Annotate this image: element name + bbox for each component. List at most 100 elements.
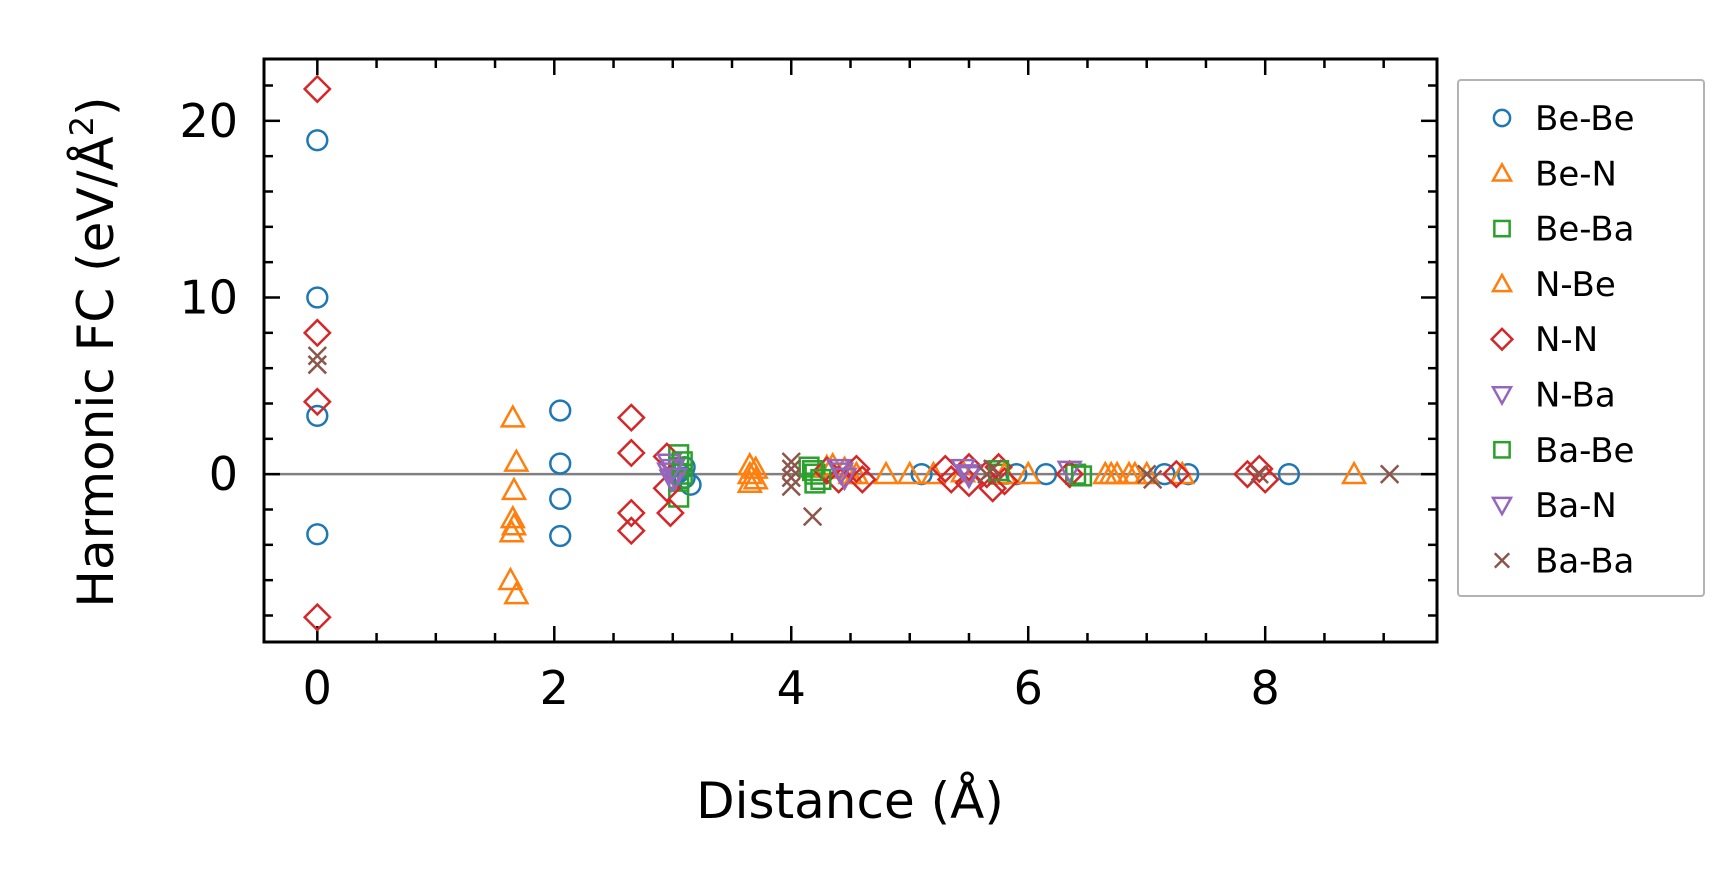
legend-frame <box>1457 79 1705 597</box>
data-point <box>781 468 801 488</box>
data-point <box>499 504 526 529</box>
legend-marker <box>1493 552 1511 569</box>
data-point <box>781 476 801 497</box>
data-point <box>306 286 329 309</box>
data-point <box>549 524 572 548</box>
series-Be-Ba <box>668 444 1087 508</box>
data-point <box>742 455 769 479</box>
legend-marker <box>1493 219 1511 238</box>
data-point <box>1161 459 1191 489</box>
data-point <box>302 318 332 348</box>
y-tick-label: 20 <box>179 94 238 148</box>
legend-item-Be-N: Be-N <box>1490 154 1617 194</box>
x-axis-title: Distance (Å) <box>696 772 1004 830</box>
data-point <box>302 602 332 632</box>
data-point <box>804 472 826 494</box>
series-Ba-N <box>659 458 983 492</box>
y-axis-title-superscript: 2 <box>63 116 101 136</box>
legend-label: Ba-Be <box>1535 431 1634 471</box>
data-point <box>802 506 823 527</box>
data-point <box>1340 460 1368 485</box>
data-point <box>736 460 763 485</box>
data-point <box>500 476 528 501</box>
series-N-N <box>302 74 1280 632</box>
y-tick-label: 0 <box>209 447 238 501</box>
data-point <box>1015 460 1042 485</box>
x-tick-label: 2 <box>540 661 569 715</box>
legend-marker <box>1490 272 1514 293</box>
y-axis-title-close: ) <box>67 96 125 116</box>
data-point <box>302 387 332 417</box>
points-layer <box>302 74 1400 632</box>
data-point <box>810 468 832 491</box>
data-point <box>616 438 646 468</box>
data-point <box>671 451 693 473</box>
data-point <box>1277 463 1301 486</box>
data-point <box>497 566 524 591</box>
data-point <box>306 129 329 152</box>
ticks-layer <box>264 59 1437 642</box>
data-point <box>847 465 877 494</box>
data-point <box>549 452 572 475</box>
data-point <box>1098 460 1125 485</box>
series-Ba-Be <box>671 451 1093 491</box>
data-point <box>827 462 855 486</box>
data-point <box>954 452 984 482</box>
data-point <box>307 354 328 375</box>
legend-marker <box>1493 440 1511 459</box>
legend-marker <box>1490 161 1514 182</box>
data-point <box>500 511 528 536</box>
data-point <box>616 403 646 433</box>
tick-labels: 0 2 4 6 8 0 10 20 <box>179 94 1279 715</box>
legend-label: Ba-Ba <box>1535 541 1634 581</box>
data-point <box>1070 465 1093 487</box>
data-point <box>503 580 530 605</box>
data-point <box>662 467 689 492</box>
data-point <box>503 448 530 472</box>
data-point <box>1153 463 1176 486</box>
y-axis-title: Harmonic FC (eV/Å2) <box>63 96 125 607</box>
data-point <box>949 458 977 483</box>
data-point <box>1056 460 1083 485</box>
data-point <box>982 459 1003 479</box>
legend-marker <box>1492 108 1512 128</box>
legend-label: N-N <box>1535 320 1598 360</box>
data-point <box>1379 464 1400 484</box>
legend-item-Ba-N: Ba-N <box>1490 486 1617 526</box>
data-point <box>306 404 329 428</box>
x-tick-label: 0 <box>303 661 332 715</box>
legend: Be-Be Be-N Be-Ba N-Be N-N N-Ba Ba-Be Ba-N Ba-Ba <box>1457 79 1705 597</box>
series-Ba-Ba <box>307 346 1400 527</box>
data-point <box>955 464 983 488</box>
data-point <box>306 523 329 546</box>
data-point <box>1142 469 1163 490</box>
y-axis-title-main: Harmonic FC (eV/Å <box>67 136 125 607</box>
plot-area-frame <box>262 57 1439 644</box>
x-tick-label: 6 <box>1014 661 1043 715</box>
legend-label: Be-N <box>1535 154 1617 194</box>
legend-label: Ba-N <box>1535 486 1617 526</box>
data-point <box>616 498 646 528</box>
data-point <box>499 404 526 428</box>
data-point <box>655 498 685 528</box>
data-point <box>1244 454 1274 484</box>
data-point <box>658 469 685 494</box>
y-tick-label: 10 <box>179 271 238 325</box>
legend-item-Be-Be: Be-Be <box>1492 99 1635 139</box>
data-point <box>616 516 646 546</box>
data-point <box>549 399 572 422</box>
data-point <box>736 469 763 494</box>
data-point <box>307 346 328 366</box>
data-point <box>896 460 923 485</box>
data-point <box>742 465 769 490</box>
legend-marker <box>1490 496 1514 517</box>
data-point <box>990 466 1019 496</box>
data-point <box>872 460 900 485</box>
data-point <box>1133 460 1160 485</box>
legend-item-N-Ba: N-Ba <box>1490 376 1616 416</box>
series-Be-N <box>497 404 1368 605</box>
data-point <box>1055 459 1085 489</box>
legend-item-Be-Ba: Be-Ba <box>1493 210 1634 250</box>
data-point <box>656 462 683 486</box>
